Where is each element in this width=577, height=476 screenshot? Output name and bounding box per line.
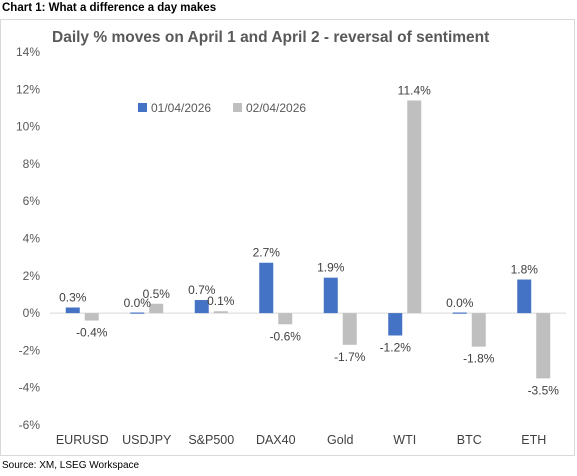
data-label: -1.8% — [463, 352, 495, 366]
y-axis: 14% 12% 10% 8% 6% 4% 2% 0% -2% -4% -6% — [16, 45, 40, 432]
bar-series1 — [259, 262, 274, 314]
data-label: 0.7% — [188, 283, 216, 297]
y-tick-label: -6% — [19, 418, 41, 432]
bar-series2 — [342, 313, 357, 345]
data-label: 0.0% — [124, 296, 152, 310]
bar-series2 — [407, 100, 422, 314]
data-label: 0.1% — [207, 294, 235, 308]
x-axis: EURUSD USDJPY S&P500 DAX40 Gold WTI BTC ETH — [56, 433, 546, 447]
data-label: -1.7% — [334, 350, 366, 364]
bar-series1 — [452, 312, 467, 314]
bar-series2 — [84, 313, 99, 321]
data-label: 2.7% — [253, 246, 281, 260]
bars — [65, 100, 551, 379]
y-tick-label: 0% — [23, 306, 41, 320]
bar-series1 — [388, 313, 403, 336]
bar-series1 — [130, 312, 145, 314]
bar-series2 — [536, 313, 551, 379]
data-label: 0.5% — [143, 287, 171, 301]
y-tick-label: 10% — [16, 120, 40, 134]
x-tick-label: WTI — [393, 433, 416, 447]
y-tick-label: 4% — [23, 232, 41, 246]
page-title: Chart 1: What a difference a day makes — [2, 2, 217, 14]
legend-label: 02/04/2026 — [246, 101, 306, 115]
source-note: Source: XM, LSEG Workspace — [2, 460, 140, 471]
y-tick-label: -2% — [19, 343, 41, 357]
y-tick-label: 12% — [16, 82, 40, 96]
x-tick-label: USDJPY — [122, 433, 172, 447]
data-label: -1.2% — [380, 340, 412, 354]
legend-swatch — [233, 103, 242, 112]
data-label: -0.6% — [270, 329, 302, 343]
bar-series2 — [278, 313, 293, 325]
bar-series2 — [471, 313, 486, 347]
data-label: 1.9% — [317, 261, 345, 275]
bar-series1 — [194, 300, 209, 314]
y-tick-label: 14% — [16, 45, 40, 59]
x-tick-label: DAX40 — [256, 433, 296, 447]
bar-series2 — [213, 311, 228, 314]
data-label: -0.4% — [76, 326, 108, 340]
chart-frame — [0, 19, 575, 456]
bar-series1 — [65, 307, 80, 314]
x-tick-label: Gold — [327, 433, 353, 447]
data-label: 1.8% — [511, 263, 539, 277]
y-tick-label: -4% — [19, 381, 41, 395]
y-tick-label: 2% — [23, 269, 41, 283]
chart-title: Daily % moves on April 1 and April 2 - r… — [52, 29, 489, 46]
bar-series1 — [323, 277, 338, 314]
x-tick-label: BTC — [457, 433, 482, 447]
data-label: 0.3% — [59, 291, 87, 305]
data-label: 11.4% — [398, 83, 431, 97]
x-tick-label: S&P500 — [188, 433, 234, 447]
y-tick-label: 8% — [23, 157, 41, 171]
data-label: 0.0% — [446, 296, 474, 310]
bar-labels: 0.3%-0.4%0.0%0.5% 0.7%0.1%2.7%-0.6%1.9%-1… — [59, 83, 559, 397]
bar-series1 — [517, 279, 532, 314]
x-tick-label: ETH — [521, 433, 546, 447]
legend-label: 01/04/2026 — [151, 101, 211, 115]
legend-swatch — [138, 103, 147, 112]
bar-series2 — [149, 303, 164, 314]
data-label: -3.5% — [528, 383, 560, 397]
x-tick-label: EURUSD — [56, 433, 109, 447]
y-tick-label: 6% — [23, 194, 41, 208]
legend: 01/04/2026 02/04/2026 — [138, 101, 306, 115]
